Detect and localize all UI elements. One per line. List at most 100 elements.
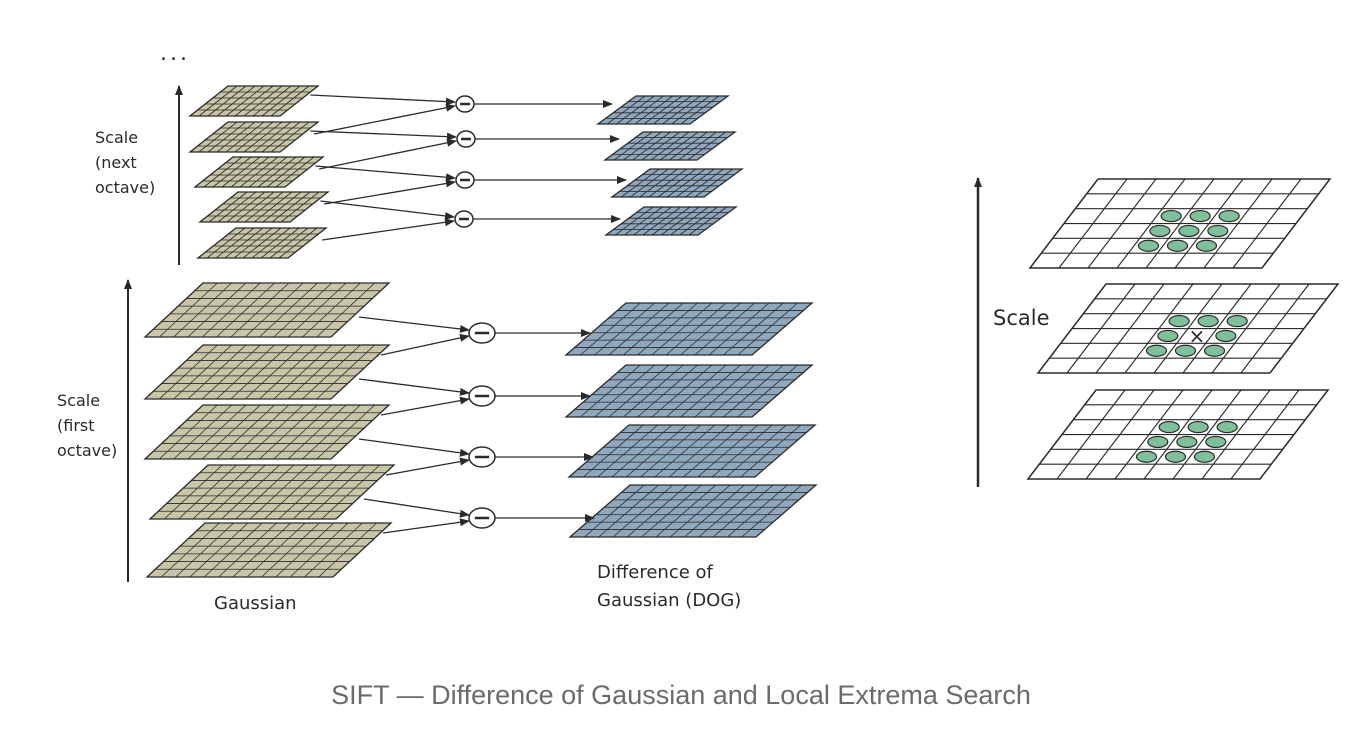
dog-next-octave	[596, 95, 744, 236]
extrema-layer-2	[1036, 283, 1340, 374]
arrow-next-upper-3	[315, 165, 456, 182]
neighbor-point-layer2-r1-c4	[1174, 344, 1197, 357]
neighbor-point-layer3-r1-c3	[1135, 450, 1158, 463]
gaussian-first-layer-2-plane	[143, 344, 391, 400]
dog-next-layer-2	[603, 131, 737, 161]
neighbor-point-layer3-r3-c5	[1216, 420, 1238, 434]
next-octave-label-line3: octave)	[95, 178, 155, 197]
right-scale-label: Scale	[993, 306, 1050, 330]
dog-first-layer-3	[567, 424, 817, 478]
neighbor-point-layer3-r2-c3	[1147, 435, 1169, 449]
arrow-first-upper-2	[358, 378, 470, 396]
neighbor-point-layer3-r2-c5	[1205, 435, 1227, 449]
gaussian-first-layer-1-plane	[143, 282, 391, 338]
minus-node-first-3	[468, 446, 496, 468]
dog-first-layer-1-plane	[564, 302, 814, 356]
neighbor-point-layer2-r1-c3	[1145, 344, 1168, 357]
gaussian-first-layer-5-grid	[155, 522, 383, 578]
arrow-next-lower-4	[322, 218, 455, 241]
gaussian-next-layer-5-grid	[205, 227, 319, 259]
subtraction-arrows	[310, 94, 627, 534]
neighbor-point-layer2-r3-c5	[1226, 314, 1248, 328]
gaussian-first-layer-5	[145, 522, 393, 578]
gaussian-first-layer-3	[143, 404, 391, 460]
arrow-first-upper-1	[358, 316, 470, 333]
neighbor-point-layer3-r3-c4	[1187, 420, 1209, 434]
gaussian-first-octave	[143, 282, 396, 578]
arrow-first-lower-3	[385, 457, 470, 476]
gaussian-next-layer-3	[193, 156, 325, 188]
arrow-next-lower-1	[314, 103, 456, 135]
extrema-layer-2-grid	[1049, 283, 1327, 374]
neighbor-point-layer3-r1-c4	[1164, 450, 1187, 463]
arrow-first-upper-4	[363, 498, 470, 518]
dog-first-layer-1-grid	[574, 302, 804, 356]
neighbor-point-layer1-r3-c5	[1218, 209, 1240, 223]
arrow-next-lower-3	[324, 179, 456, 205]
neighbor-point-layer2-r1-c5	[1203, 344, 1226, 357]
gaussian-first-layer-2-grid	[153, 344, 381, 400]
first-octave-label-line3: octave)	[57, 441, 117, 460]
neighbor-point-layer1-r1-c3	[1137, 239, 1160, 252]
dog-first-layer-3-grid	[577, 424, 807, 478]
gaussian-next-layer-4-grid	[207, 191, 321, 223]
neighbor-point-layer1-r2-c3	[1149, 224, 1171, 238]
dog-next-layer-4	[604, 206, 738, 236]
gaussian-next-layer-3-grid	[202, 156, 316, 188]
dog-next-layer-4-grid	[613, 206, 729, 236]
next-octave-label-line2: (next	[95, 153, 137, 172]
gaussian-label: Gaussian	[214, 593, 297, 614]
neighbor-point-layer2-r3-c3	[1168, 314, 1190, 328]
arrow-next-upper-1	[310, 94, 456, 106]
first-octave-label-line2: (first	[57, 416, 95, 435]
dog-next-layer-3-grid	[619, 168, 735, 198]
arrow-first-lower-1	[380, 333, 470, 356]
dog-next-layer-2-grid	[612, 131, 728, 161]
extrema-layer-1-grid	[1041, 178, 1319, 269]
arrow-next-lower-2	[319, 138, 457, 170]
next-octave-label-line1: Scale	[95, 128, 138, 147]
gaussian-first-layer-3-plane	[143, 404, 391, 460]
dog-next-layer-3	[610, 168, 744, 198]
gaussian-first-layer-4	[148, 464, 396, 520]
neighbor-point-layer1-r1-c5	[1195, 239, 1218, 252]
ellipsis: ...	[160, 41, 190, 66]
dog-first-layer-2-grid	[574, 364, 804, 418]
dog-first-layer-4-grid	[578, 484, 808, 538]
neighbor-point-layer1-r1-c4	[1166, 239, 1189, 252]
gaussian-next-layer-2	[188, 121, 320, 153]
gaussian-next-layer-1-grid	[197, 85, 311, 117]
subtraction-nodes	[454, 95, 496, 529]
arrow-next-upper-2	[310, 130, 457, 141]
neighbor-point-layer2-r2-c3	[1157, 329, 1179, 343]
dog-first-layer-2-plane	[564, 364, 814, 418]
sample-point-mark: ×	[1188, 324, 1205, 348]
extrema-layer-3-grid	[1039, 389, 1317, 480]
dog-label-line2: Gaussian (DOG)	[597, 590, 741, 611]
neighbor-point-layer2-r3-c4	[1197, 314, 1219, 328]
sample-point-x: ×	[1188, 324, 1205, 348]
neighbor-point-layer3-r2-c4	[1176, 435, 1198, 449]
gaussian-first-layer-3-grid	[153, 404, 381, 460]
gaussian-first-layer-1	[143, 282, 391, 338]
arrow-first-upper-3	[358, 438, 470, 457]
neighbor-point-layer1-r3-c4	[1189, 209, 1211, 223]
gaussian-next-layer-4	[198, 191, 330, 223]
gaussian-first-layer-4-grid	[158, 464, 386, 520]
dog-next-layer-1-grid	[605, 95, 721, 125]
neighbor-point-layer3-r1-c5	[1193, 450, 1216, 463]
neighbor-point-layer1-r3-c3	[1160, 209, 1182, 223]
minus-node-first-4	[468, 507, 496, 529]
gaussian-next-layer-2-grid	[197, 121, 311, 153]
dog-first-layer-4	[568, 484, 818, 538]
neighbor-point-layer1-r2-c5	[1207, 224, 1229, 238]
figure-caption: SIFT — Difference of Gaussian and Local …	[331, 680, 1031, 710]
dog-next-layer-1	[596, 95, 730, 125]
minus-node-next-1	[455, 95, 475, 113]
arrow-next-upper-4	[320, 200, 455, 220]
dog-first-layer-4-plane	[568, 484, 818, 538]
gaussian-first-layer-4-plane	[148, 464, 396, 520]
gaussian-first-layer-1-grid	[153, 282, 381, 338]
gaussian-next-octave	[188, 85, 330, 259]
